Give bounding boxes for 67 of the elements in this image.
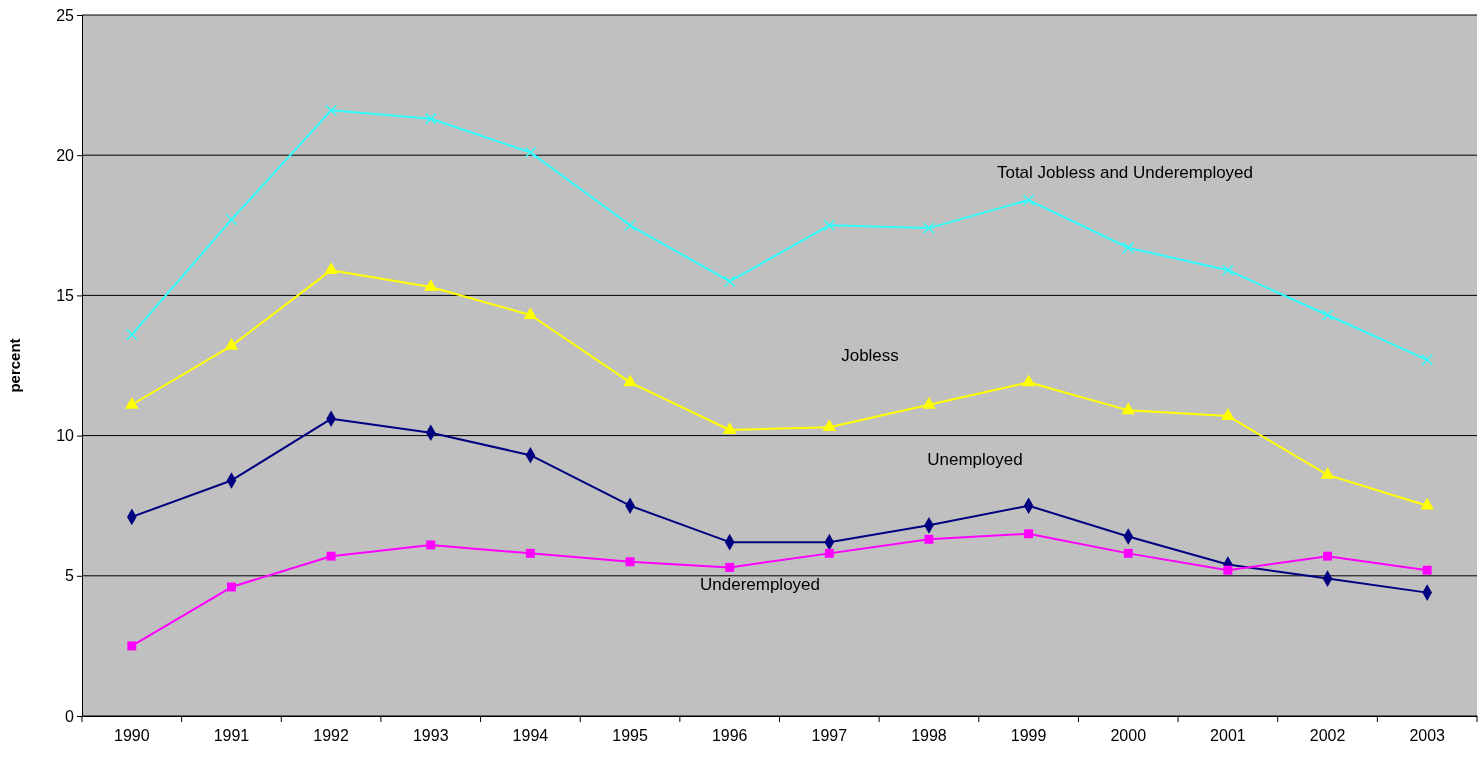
- point: [1022, 194, 1035, 206]
- x-tick-label: 2001: [1210, 727, 1246, 745]
- point: [824, 548, 834, 558]
- point: [426, 540, 436, 550]
- y-tick-label: 15: [56, 287, 75, 305]
- point: [923, 222, 935, 234]
- point: [324, 262, 338, 275]
- point: [723, 275, 736, 288]
- point: [1321, 309, 1334, 321]
- y-tick-label: 25: [56, 6, 75, 24]
- x-tick-label: 1995: [612, 727, 648, 745]
- point: [822, 419, 837, 432]
- x-tick-label: 1992: [313, 727, 350, 745]
- point: [1024, 529, 1034, 539]
- point: [525, 548, 535, 558]
- x-tick-label: 1999: [1010, 727, 1047, 745]
- point: [1422, 565, 1432, 575]
- series-label: Underemployed: [699, 575, 821, 594]
- x-tick-label: 1994: [512, 727, 549, 745]
- point: [326, 551, 336, 561]
- point: [924, 534, 934, 544]
- point: [722, 422, 737, 434]
- point: [127, 641, 137, 651]
- point: [1223, 565, 1233, 575]
- point: [224, 338, 239, 350]
- series-label: Unemployed: [927, 450, 1023, 469]
- x-tick-label: 1990: [114, 727, 150, 745]
- x-tick-label: 2002: [1309, 727, 1346, 745]
- point: [1323, 551, 1333, 561]
- point: [524, 146, 537, 159]
- x-tick-label: 1998: [911, 727, 947, 745]
- y-tick-label: 10: [56, 427, 75, 445]
- point: [623, 374, 637, 387]
- point: [1122, 241, 1135, 254]
- point: [225, 213, 238, 226]
- x-tick-label: 2000: [1110, 727, 1147, 745]
- point: [523, 307, 538, 319]
- point: [1421, 354, 1434, 366]
- point: [1420, 497, 1434, 510]
- x-tick-label: 1997: [811, 727, 848, 745]
- y-axis-title: percent: [6, 338, 23, 393]
- y-tick-label: 5: [65, 567, 75, 585]
- point: [1221, 408, 1235, 420]
- y-tick-label: 20: [56, 146, 75, 164]
- point: [125, 396, 139, 409]
- point: [226, 582, 236, 592]
- point: [625, 557, 635, 567]
- x-tick-label: 1991: [213, 727, 250, 745]
- point: [823, 219, 836, 232]
- x-tick-label: 1996: [711, 727, 748, 745]
- point: [1320, 467, 1335, 479]
- point: [325, 104, 337, 117]
- point: [624, 219, 636, 232]
- point: [424, 112, 437, 125]
- point: [1123, 548, 1133, 558]
- point: [1021, 374, 1036, 387]
- series-label: Total Jobless and Underemployed: [996, 163, 1254, 182]
- x-tick-label: 2003: [1409, 727, 1446, 745]
- x-tick-label: 1993: [412, 727, 449, 745]
- point: [922, 396, 936, 409]
- point: [1121, 402, 1136, 415]
- y-tick-label: 0: [65, 707, 75, 725]
- point: [725, 562, 735, 572]
- point: [1222, 264, 1234, 277]
- point: [423, 279, 438, 291]
- text: Jobless: [841, 346, 899, 365]
- point: [125, 328, 138, 341]
